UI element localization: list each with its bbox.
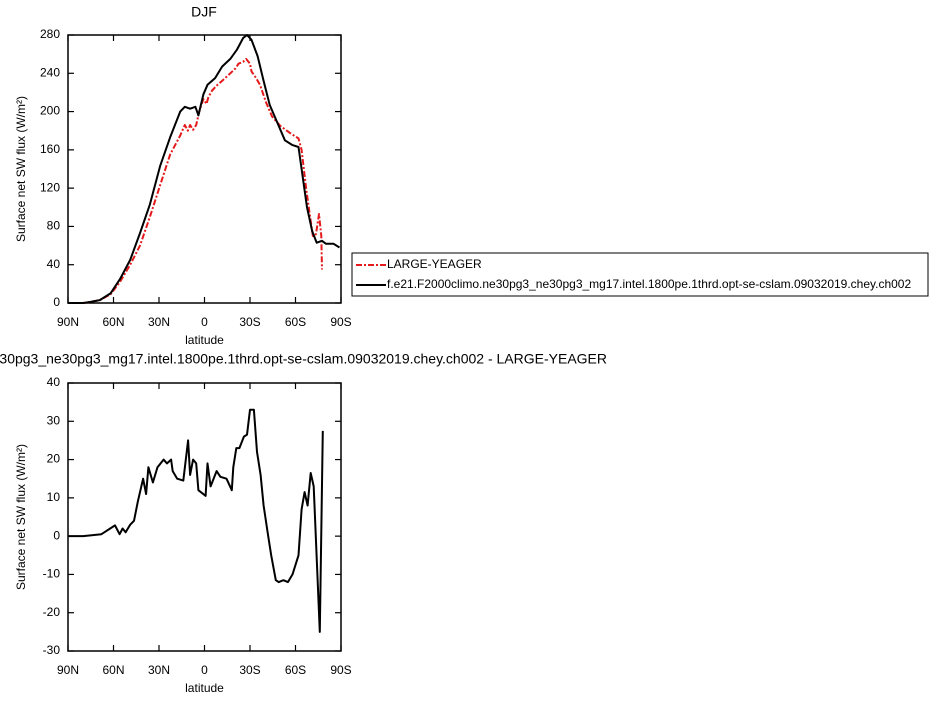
plot-frame bbox=[67, 382, 342, 652]
y-tick-label: 160 bbox=[40, 142, 60, 156]
x-tick-label: 90N bbox=[57, 663, 79, 677]
y-tick-label: 80 bbox=[47, 219, 61, 233]
y-tick-label: 40 bbox=[47, 257, 61, 271]
data-line bbox=[68, 34, 341, 304]
y-tick-label: 0 bbox=[53, 295, 60, 309]
legend-label: LARGE-YEAGER bbox=[387, 257, 482, 271]
y-tick-label: 200 bbox=[40, 104, 60, 118]
x-axis-label: latitude bbox=[185, 333, 224, 347]
y-tick-label: 0 bbox=[53, 528, 60, 542]
plot-frame bbox=[67, 34, 342, 304]
y-tick-label: -30 bbox=[43, 643, 61, 657]
x-tick-label: 90N bbox=[57, 315, 79, 329]
data-line bbox=[68, 57, 323, 304]
chart-title: f.e21.F2000climo.ne30pg3_ne30pg3_mg17.in… bbox=[0, 351, 607, 367]
y-tick-label: 30 bbox=[47, 413, 61, 427]
y-axis-label: Surface net SW flux (W/m²) bbox=[14, 96, 28, 242]
x-tick-label: 60S bbox=[285, 315, 306, 329]
chart-title: DJF bbox=[191, 4, 217, 20]
x-tick-label: 60N bbox=[102, 663, 124, 677]
x-tick-label: 30S bbox=[239, 663, 260, 677]
y-tick-label: 240 bbox=[40, 65, 60, 79]
x-tick-label: 60S bbox=[285, 663, 306, 677]
y-tick-label: 40 bbox=[47, 375, 61, 389]
x-axis-label: latitude bbox=[185, 681, 224, 695]
y-tick-label: -10 bbox=[43, 567, 61, 581]
x-tick-label: 30N bbox=[148, 663, 170, 677]
x-tick-label: 60N bbox=[102, 315, 124, 329]
x-tick-label: 90S bbox=[330, 663, 351, 677]
legend-box bbox=[351, 252, 929, 297]
y-axis-label: Surface net SW flux (W/m²) bbox=[14, 444, 28, 590]
y-tick-label: 10 bbox=[47, 490, 61, 504]
y-tick-label: 280 bbox=[40, 27, 60, 41]
x-tick-label: 0 bbox=[201, 663, 208, 677]
x-tick-label: 0 bbox=[201, 315, 208, 329]
y-tick-label: -20 bbox=[43, 605, 61, 619]
x-tick-label: 30N bbox=[148, 315, 170, 329]
y-tick-label: 120 bbox=[40, 180, 60, 194]
data-line bbox=[68, 408, 324, 633]
y-tick-label: 20 bbox=[47, 452, 61, 466]
x-tick-label: 30S bbox=[239, 315, 260, 329]
x-tick-label: 90S bbox=[330, 315, 351, 329]
legend-label: f.e21.F2000climo.ne30pg3_ne30pg3_mg17.in… bbox=[387, 277, 911, 291]
